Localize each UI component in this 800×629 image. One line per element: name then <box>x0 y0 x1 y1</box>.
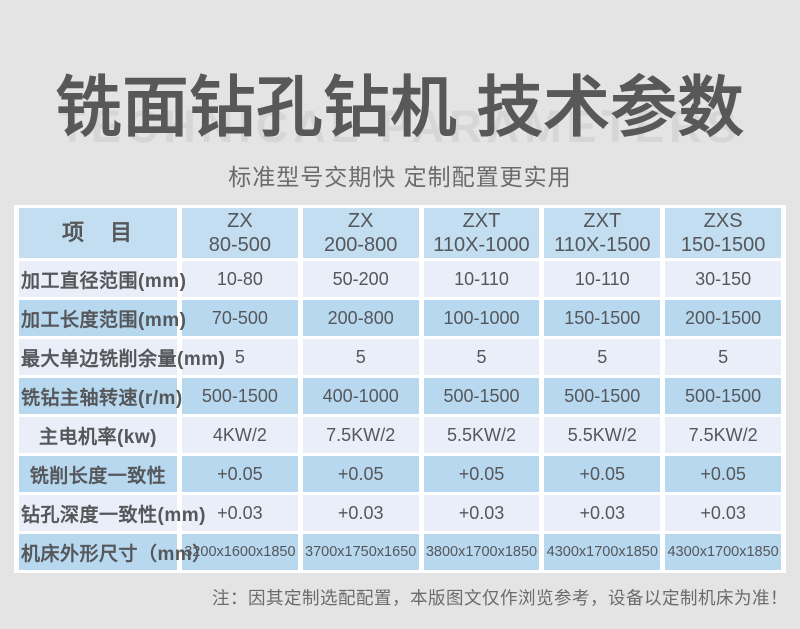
row-label: 加工长度范围(mm) <box>19 300 186 336</box>
page-title: 铣面钻孔钻机 技术参数 <box>55 70 745 144</box>
cell-value: +0.05 <box>182 456 298 492</box>
row-label: 机床外形尺寸（mm） <box>19 534 211 570</box>
cell-value: 10-110 <box>423 261 540 297</box>
cell-value: 5 <box>302 339 419 375</box>
table-row-spindle-speed: 铣钻主轴转速(r/m) 500-1500 400-1000 500-1500 5… <box>19 378 781 414</box>
cell-value: 70-500 <box>182 300 298 336</box>
header-row: 项 目 ZX 80-500 ZX 200-800 ZXT 110X-1000 Z… <box>19 208 781 258</box>
cell-value: +0.05 <box>665 456 781 492</box>
column-header-model-3: ZXT 110X-1000 <box>423 208 540 258</box>
table-row-motor-power: 主电机率(kw) 4KW/2 7.5KW/2 5.5KW/2 5.5KW/2 7… <box>19 417 781 453</box>
table-row-diameter-range: 加工直径范围(mm) 10-80 50-200 10-110 10-110 30… <box>19 261 781 297</box>
table-row-drilling-consistency: 钻孔深度一致性(mm) +0.03 +0.03 +0.03 +0.03 +0.0… <box>19 495 781 531</box>
custom-config-note: 注：因其定制选配配置，本版图文仅作浏览参考，设备以定制机床为准！ <box>212 588 788 608</box>
model-series: ZX <box>347 210 374 232</box>
table-row-milling-consistency: 铣削长度一致性 +0.05 +0.05 +0.05 +0.05 +0.05 <box>19 456 781 492</box>
cell-value: 5.5KW/2 <box>544 417 661 453</box>
column-header-model-5: ZXS 150-1500 <box>665 208 781 258</box>
cell-value: +0.03 <box>182 495 298 531</box>
model-number: 150-1500 <box>680 234 766 256</box>
cell-value: 3700x1750x1650 <box>302 534 419 570</box>
column-header-label: 项 目 <box>61 220 134 245</box>
cell-value: 4300x1700x1850 <box>544 534 661 570</box>
column-header-model-4: ZXT 110X-1500 <box>544 208 661 258</box>
row-label: 加工直径范围(mm) <box>19 261 186 297</box>
page-subtitle: 标准型号交期快 定制配置更实用 <box>228 164 572 190</box>
cell-value: 500-1500 <box>182 378 298 414</box>
cell-value: +0.05 <box>544 456 661 492</box>
spec-table-header: 项 目 ZX 80-500 ZX 200-800 ZXT 110X-1000 Z… <box>19 208 781 258</box>
cell-value: 400-1000 <box>302 378 419 414</box>
cell-value: 4300x1700x1850 <box>665 534 781 570</box>
cell-value: 10-80 <box>182 261 298 297</box>
cell-value: +0.05 <box>423 456 540 492</box>
cell-value: 5 <box>544 339 661 375</box>
column-header-model-1: ZX 80-500 <box>182 208 298 258</box>
table-row-length-range: 加工长度范围(mm) 70-500 200-800 100-1000 150-1… <box>19 300 781 336</box>
table-row-milling-allowance: 最大单边铣削余量(mm) 5 5 5 5 5 <box>19 339 781 375</box>
cell-value: +0.03 <box>544 495 661 531</box>
cell-value: +0.03 <box>302 495 419 531</box>
cell-value: 3800x1700x1850 <box>423 534 540 570</box>
cell-value: 50-200 <box>302 261 419 297</box>
row-label: 铣钻主轴转速(r/m) <box>19 378 182 414</box>
cell-value: 200-800 <box>302 300 419 336</box>
watermark-text: TECHNICAL PARAMETERS <box>58 101 742 152</box>
cell-value: 500-1500 <box>665 378 781 414</box>
cell-value: 30-150 <box>665 261 781 297</box>
model-number: 110X-1000 <box>433 234 530 256</box>
cell-value: +0.03 <box>665 495 781 531</box>
cell-value: 3200x1600x1850 <box>182 534 298 570</box>
cell-value: 150-1500 <box>544 300 661 336</box>
table-row-machine-dimensions: 机床外形尺寸（mm） 3200x1600x1850 3700x1750x1650… <box>19 534 781 570</box>
cell-value: 10-110 <box>544 261 661 297</box>
cell-value: 500-1500 <box>544 378 661 414</box>
model-series: ZXT <box>583 210 622 232</box>
row-label: 主电机率(kw) <box>19 417 177 453</box>
cell-value: 5.5KW/2 <box>423 417 540 453</box>
cell-value: 4KW/2 <box>182 417 298 453</box>
cell-value: 5 <box>423 339 540 375</box>
model-number: 80-500 <box>208 234 272 256</box>
cell-value: 7.5KW/2 <box>665 417 781 453</box>
column-header-model-2: ZX 200-800 <box>302 208 419 258</box>
cell-value: 200-1500 <box>665 300 781 336</box>
spec-table: 项 目 ZX 80-500 ZX 200-800 ZXT 110X-1000 Z… <box>14 205 786 573</box>
cell-value: 500-1500 <box>423 378 540 414</box>
spec-table-body: 加工直径范围(mm) 10-80 50-200 10-110 10-110 30… <box>19 261 781 570</box>
cell-value: 100-1000 <box>423 300 540 336</box>
row-label: 铣削长度一致性 <box>19 456 177 492</box>
column-header-item: 项 目 <box>19 208 177 258</box>
model-series: ZX <box>227 210 253 232</box>
row-label: 钻孔深度一致性(mm) <box>19 495 205 531</box>
cell-value: 5 <box>182 339 298 375</box>
model-number: 200-800 <box>323 234 398 256</box>
model-number: 110X-1500 <box>554 234 651 256</box>
row-label: 最大单边铣削余量(mm) <box>19 339 225 375</box>
cell-value: +0.05 <box>302 456 419 492</box>
model-series: ZXT <box>462 210 501 232</box>
cell-value: 7.5KW/2 <box>302 417 419 453</box>
cell-value: +0.03 <box>423 495 540 531</box>
model-series: ZXS <box>703 210 743 232</box>
cell-value: 5 <box>665 339 781 375</box>
